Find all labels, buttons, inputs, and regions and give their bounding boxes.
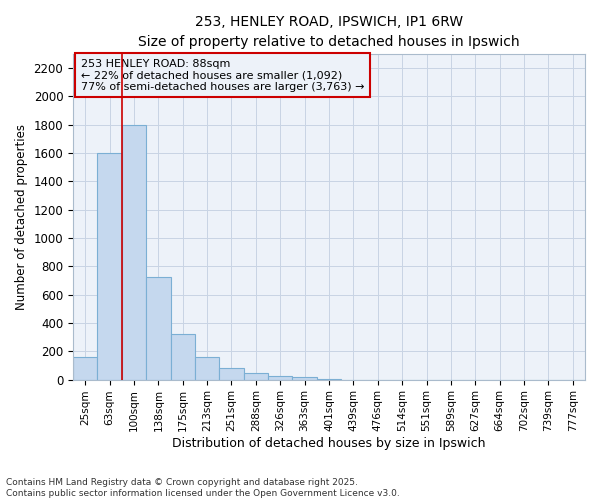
Bar — [122, 124, 146, 380]
Bar — [73, 357, 97, 380]
Bar — [292, 378, 317, 380]
Bar — [244, 372, 268, 380]
Text: Contains HM Land Registry data © Crown copyright and database right 2025.
Contai: Contains HM Land Registry data © Crown c… — [6, 478, 400, 498]
Title: 253, HENLEY ROAD, IPSWICH, IP1 6RW
Size of property relative to detached houses : 253, HENLEY ROAD, IPSWICH, IP1 6RW Size … — [138, 15, 520, 48]
Bar — [317, 379, 341, 380]
Bar — [170, 334, 195, 380]
Y-axis label: Number of detached properties: Number of detached properties — [15, 124, 28, 310]
Bar — [97, 153, 122, 380]
Bar — [146, 277, 170, 380]
Bar — [195, 357, 220, 380]
Text: 253 HENLEY ROAD: 88sqm
← 22% of detached houses are smaller (1,092)
77% of semi-: 253 HENLEY ROAD: 88sqm ← 22% of detached… — [81, 58, 364, 92]
Bar — [220, 368, 244, 380]
Bar — [268, 376, 292, 380]
X-axis label: Distribution of detached houses by size in Ipswich: Distribution of detached houses by size … — [172, 437, 486, 450]
